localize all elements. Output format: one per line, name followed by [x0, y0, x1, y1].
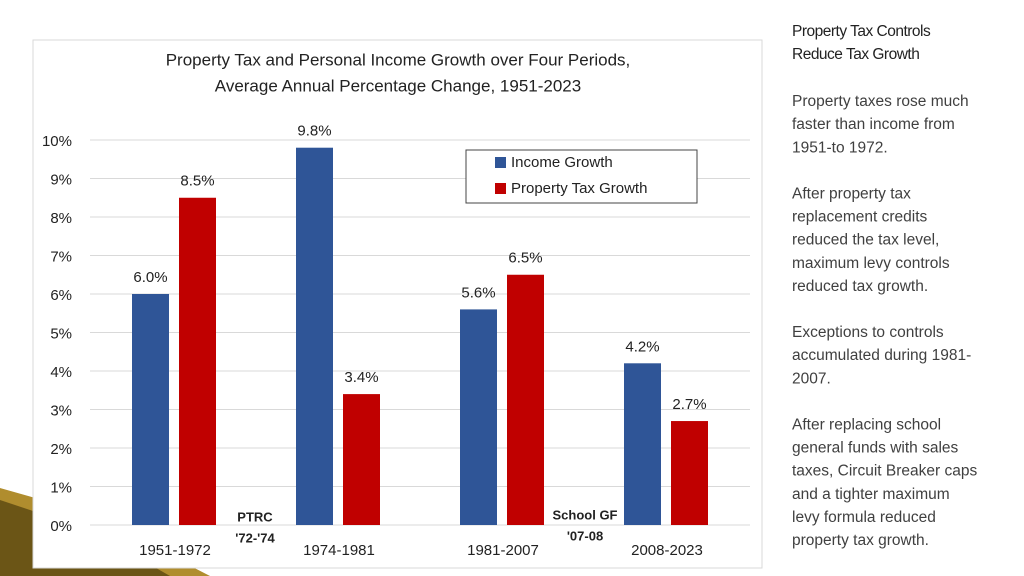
- annotation: School GF: [553, 507, 618, 522]
- bar: [343, 394, 380, 525]
- bar: [460, 309, 497, 525]
- sidebar-text: reduced the tax level,: [792, 232, 939, 249]
- annotation: '07-08: [567, 528, 603, 543]
- y-tick-label: 6%: [50, 287, 72, 304]
- bar: [624, 363, 661, 525]
- sidebar-title: Reduce Tax Growth: [792, 46, 919, 63]
- value-label: 2.7%: [672, 396, 706, 413]
- sidebar-title: Property Tax Controls: [792, 23, 931, 40]
- y-tick-label: 2%: [50, 441, 72, 458]
- sidebar-text: property tax growth.: [792, 532, 929, 549]
- x-tick-label: 1981-2007: [467, 542, 539, 559]
- legend-swatch: [495, 183, 506, 194]
- legend-swatch: [495, 157, 506, 168]
- annotation: '72-'74: [235, 530, 275, 545]
- y-tick-label: 0%: [50, 518, 72, 535]
- bar: [507, 274, 544, 525]
- x-tick-label: 1951-1972: [139, 542, 211, 559]
- sidebar-text: Property taxes rose much: [792, 93, 969, 110]
- x-tick-label: 2008-2023: [631, 542, 703, 559]
- bar: [132, 294, 169, 525]
- legend-label: Income Growth: [511, 154, 613, 171]
- sidebar-text: accumulated during 1981-: [792, 347, 971, 364]
- value-label: 9.8%: [297, 123, 331, 140]
- sidebar-text: levy formula reduced: [792, 509, 936, 526]
- sidebar-text: general funds with sales: [792, 440, 959, 457]
- y-tick-label: 9%: [50, 171, 72, 188]
- annotation: PTRC: [237, 509, 273, 524]
- sidebar-text: Exceptions to controls: [792, 324, 944, 341]
- value-label: 4.2%: [625, 338, 659, 355]
- legend-label: Property Tax Growth: [511, 180, 647, 197]
- chart-title: Average Annual Percentage Change, 1951-2…: [215, 76, 581, 95]
- bar: [296, 147, 333, 525]
- sidebar-text: and a tighter maximum: [792, 486, 950, 503]
- y-tick-label: 8%: [50, 210, 72, 227]
- sidebar-text: After property tax: [792, 185, 911, 202]
- sidebar-text: 2007.: [792, 370, 831, 387]
- value-label: 5.6%: [461, 284, 495, 301]
- value-label: 6.0%: [133, 269, 167, 286]
- y-tick-label: 5%: [50, 325, 72, 342]
- value-label: 8.5%: [180, 173, 214, 190]
- sidebar-text: maximum levy controls: [792, 255, 950, 272]
- sidebar-text: replacement credits: [792, 209, 928, 226]
- sidebar-text: reduced tax growth.: [792, 278, 928, 295]
- bar: [179, 197, 216, 525]
- sidebar-text: 1951-to 1972.: [792, 139, 888, 156]
- chart-title: Property Tax and Personal Income Growth …: [166, 50, 631, 69]
- bar: [671, 421, 708, 525]
- sidebar-text: taxes, Circuit Breaker caps: [792, 463, 977, 480]
- sidebar-text: faster than income from: [792, 116, 955, 133]
- sidebar-text: After replacing school: [792, 416, 941, 433]
- value-label: 6.5%: [508, 250, 542, 267]
- y-tick-label: 7%: [50, 248, 72, 265]
- y-tick-label: 4%: [50, 364, 72, 381]
- value-label: 3.4%: [344, 369, 378, 386]
- y-tick-label: 10%: [42, 133, 72, 150]
- y-tick-label: 1%: [50, 479, 72, 496]
- x-tick-label: 1974-1981: [303, 542, 375, 559]
- y-tick-label: 3%: [50, 402, 72, 419]
